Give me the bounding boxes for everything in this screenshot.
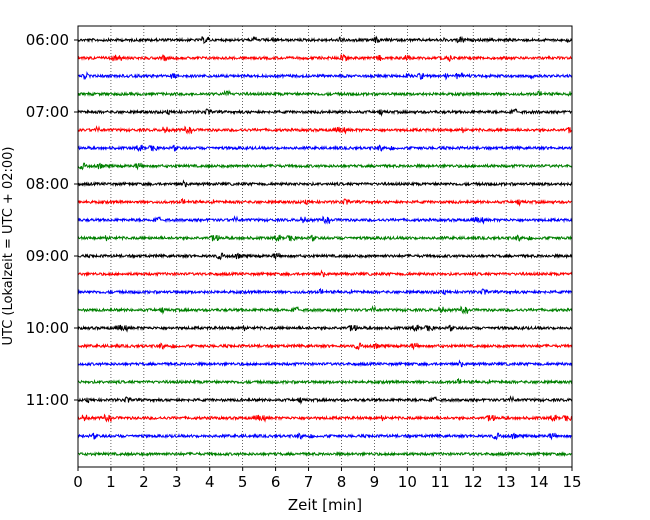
x-tick-label: 3	[172, 473, 182, 491]
trace-line	[77, 305, 573, 315]
trace-line	[77, 269, 573, 278]
trace-line	[77, 377, 573, 386]
trace-line	[77, 144, 573, 153]
plot-frame	[77, 25, 573, 468]
x-tick-label: 4	[205, 473, 215, 491]
x-axis-ticks: 0 1 2 3 4 5 6 7 8 9 10 11 12 13 14 15	[73, 467, 582, 491]
x-tick-label: 13	[497, 473, 516, 491]
trace-line	[77, 287, 573, 296]
x-tick-label: 14	[530, 473, 549, 491]
y-tick-label: 07:00	[26, 103, 69, 121]
x-tick-label: 12	[464, 473, 483, 491]
trace-line	[77, 342, 573, 351]
trace-line	[77, 413, 573, 423]
x-tick-label: 6	[271, 473, 281, 491]
trace-line	[77, 432, 573, 441]
trace-line	[77, 324, 573, 333]
trace-line	[77, 234, 573, 243]
trace-line	[77, 53, 573, 63]
y-axis-ticks: 06:00 07:00 08:00 09:00 10:00 11:00	[26, 31, 78, 409]
y-tick-label: 11:00	[26, 391, 69, 409]
y-tick-label: 09:00	[26, 247, 69, 265]
trace-line	[77, 359, 573, 368]
x-tick-label: 5	[238, 473, 248, 491]
x-tick-label: 1	[106, 473, 116, 491]
trace-line	[77, 215, 573, 225]
trace-line	[77, 125, 573, 135]
x-axis-label: Zeit [min]	[288, 496, 362, 514]
x-tick-label: 9	[370, 473, 380, 491]
trace-line	[77, 71, 573, 81]
trace-line	[77, 197, 573, 207]
x-tick-label: 8	[337, 473, 347, 491]
trace-line	[77, 179, 573, 188]
x-tick-label: 0	[73, 473, 83, 491]
trace-line	[77, 35, 573, 45]
trace-line	[77, 450, 573, 458]
y-tick-label: 06:00	[26, 31, 69, 49]
trace-line	[77, 252, 573, 261]
x-tick-label: 11	[431, 473, 450, 491]
trace-line	[77, 162, 573, 171]
trace-line	[77, 108, 573, 117]
seismic-traces	[77, 35, 573, 458]
x-tick-label: 7	[304, 473, 314, 491]
y-tick-label: 08:00	[26, 175, 69, 193]
x-tick-label: 2	[139, 473, 149, 491]
x-tick-label: 15	[562, 473, 581, 491]
trace-line	[77, 395, 573, 405]
y-axis-label: UTC (Lokalzeit = UTC + 02:00)	[1, 147, 16, 346]
trace-line	[77, 89, 573, 98]
y-tick-label: 10:00	[26, 319, 69, 337]
x-tick-label: 10	[398, 473, 417, 491]
